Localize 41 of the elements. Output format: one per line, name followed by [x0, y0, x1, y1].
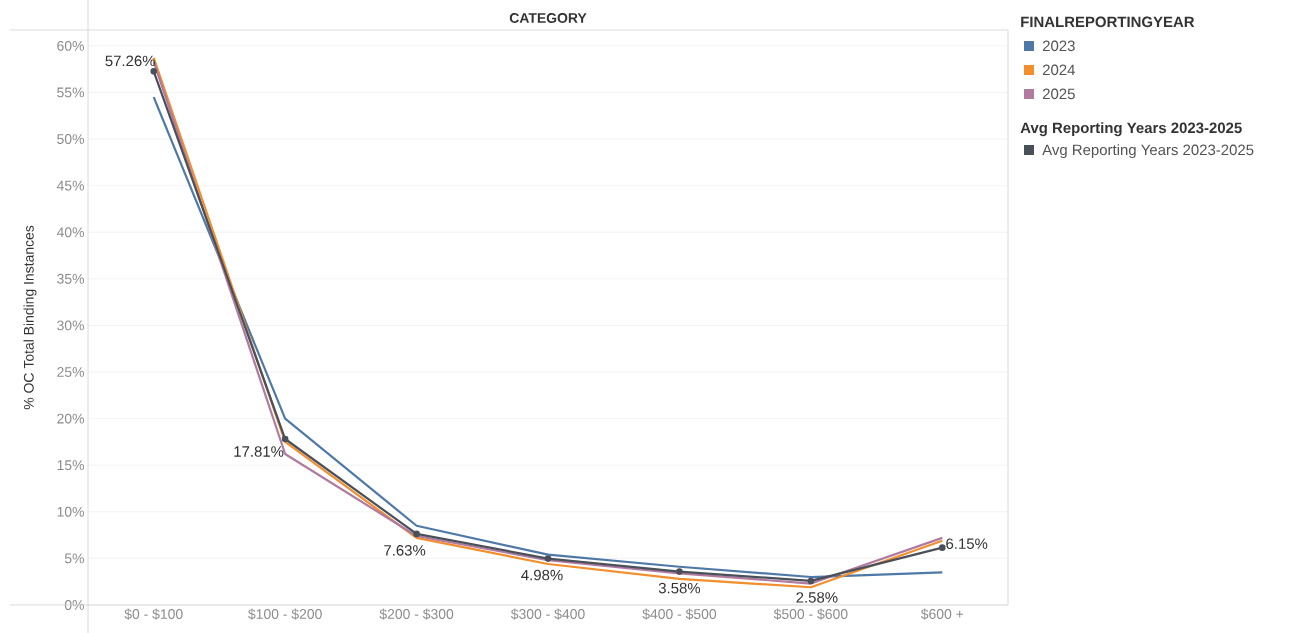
y-tick-label: 45% [56, 180, 84, 191]
text: Avg Reporting Years 2023-2025 [1020, 122, 1242, 137]
y-tick-label: 40% [56, 227, 84, 238]
legend-label: 2024 [1042, 64, 1075, 76]
x-tick-label: $600 + [920, 608, 964, 620]
y-tick-label: 0% [64, 600, 84, 610]
legend-label: 2023 [1042, 40, 1075, 52]
legend-title: FINALREPORTINGYEAR [1021, 16, 1195, 28]
y-tick-label: 30% [57, 320, 84, 331]
legend-label: Avg Reporting Years 2023-2025 [1042, 144, 1254, 159]
x-tick-label: $0 - $100 [124, 608, 183, 620]
point [807, 577, 815, 585]
x-tick-label: $100 - $200 [248, 608, 322, 620]
point [150, 68, 158, 75]
y-tick-label: 25% [57, 367, 84, 377]
x-axis-title: CATEGORY [509, 13, 587, 23]
point [544, 555, 552, 562]
data-label: 2.58% [796, 592, 838, 603]
y-tick-label: 55% [57, 87, 84, 98]
x-tick-label: $300 - $400 [510, 608, 585, 620]
y-tick-label: 20% [57, 413, 84, 424]
y-tick-label: 15% [57, 460, 84, 471]
y-tick-label: 5% [64, 553, 84, 564]
y-tick-label: 50% [57, 134, 84, 144]
data-label: 17.81% [234, 446, 284, 457]
point [676, 568, 683, 575]
data-label: 6.15% [946, 538, 988, 549]
data-label: 4.98% [521, 569, 563, 581]
point [413, 530, 420, 538]
y-tick-label: 35% [57, 273, 84, 284]
y-axis-title: % OC Total Binding Instances [23, 225, 37, 410]
data-label: 7.63% [384, 545, 426, 556]
x-tick-label: $200 - $300 [379, 608, 454, 620]
legend-label: 2025 [1042, 88, 1075, 100]
point [939, 544, 946, 551]
y-tick-label: 60% [57, 40, 84, 51]
x-tick-label: $400 - $500 [642, 608, 717, 620]
x-tick-label: $500 - $600 [773, 608, 848, 620]
point [281, 435, 289, 443]
data-label: 3.58% [658, 582, 701, 594]
y-tick-label: 10% [57, 506, 84, 517]
